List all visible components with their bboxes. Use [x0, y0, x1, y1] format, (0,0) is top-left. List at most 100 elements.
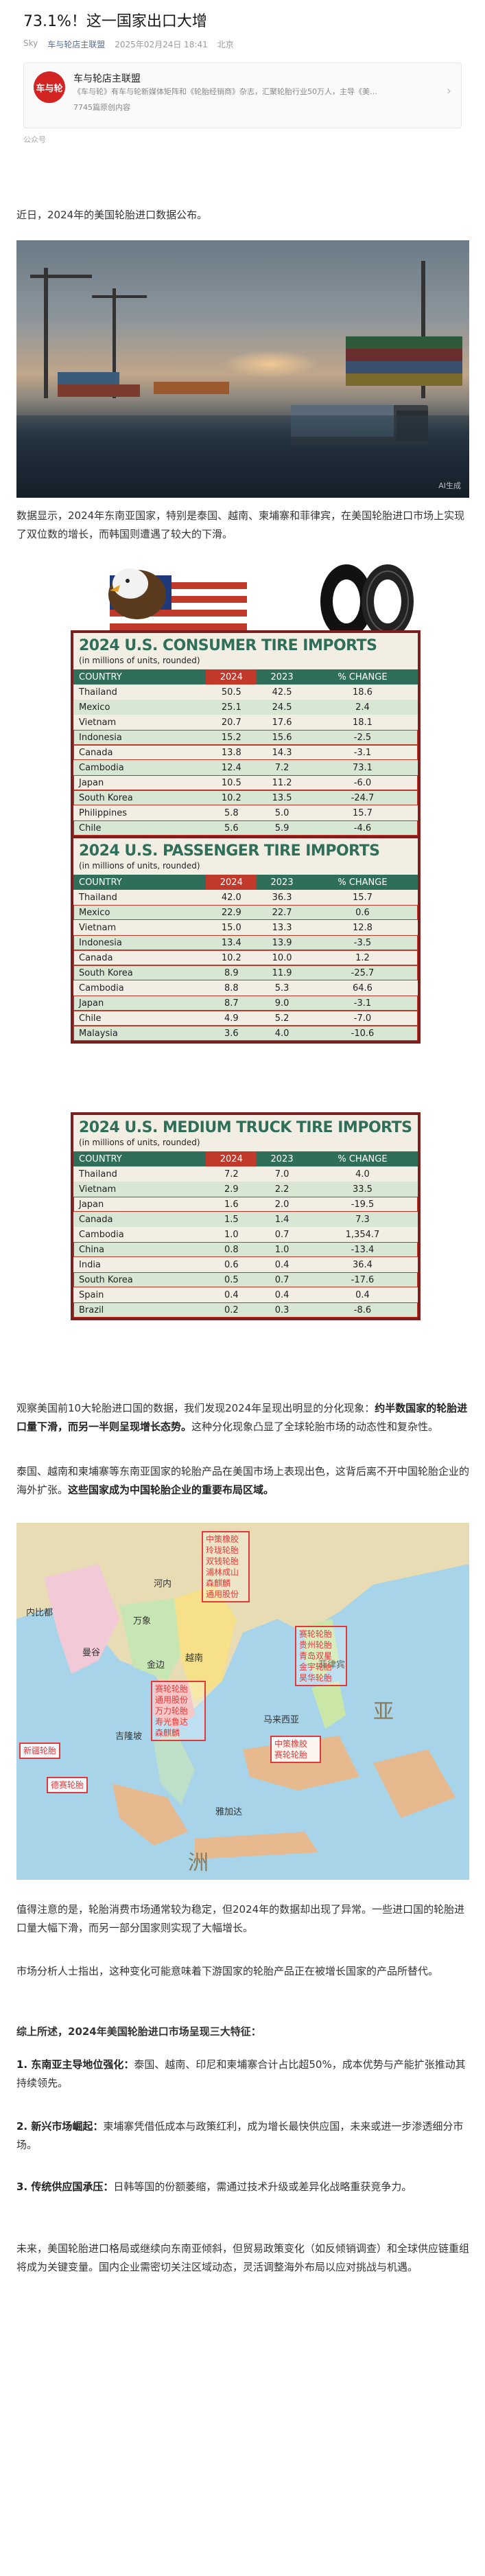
table-row: Indonesia 15.2 15.6 -2.5 [73, 730, 418, 745]
table-cell: -6.0 [307, 775, 418, 790]
table-row: Spain 0.4 0.4 0.4 [73, 1287, 418, 1302]
table-cell: 14.3 [257, 745, 307, 760]
table-cell: 2.4 [307, 700, 418, 715]
table-cell: -17.6 [307, 1272, 418, 1287]
table-cell: 11.2 [257, 775, 307, 790]
table-cell: 1.4 [257, 1212, 307, 1227]
table-cell: -24.7 [307, 790, 418, 805]
map-label: 金边 [147, 1660, 165, 1670]
table-cell: 17.6 [257, 715, 307, 730]
feature-point: 3. 传统供应国承压：日韩等国的份额萎缩，需通过技术升级或差异化战略重获竞争力。 [16, 2178, 469, 2196]
table-cell: 13.9 [257, 935, 307, 950]
table-cell: -2.5 [307, 730, 418, 745]
table-cell: 0.7 [257, 1227, 307, 1242]
table-cell: 42.0 [206, 890, 257, 905]
table-cell: 4.0 [307, 1166, 418, 1182]
table-cell: 2.9 [206, 1182, 257, 1197]
table-cell: 15.0 [206, 920, 257, 935]
table-cell: 4.0 [257, 1026, 307, 1041]
table-cell: Canada [73, 1212, 206, 1227]
table-cell: Japan [73, 1197, 206, 1212]
map-label: 雅加达 [215, 1807, 243, 1817]
table-cell: 5.6 [206, 820, 257, 836]
table-cell: 25.1 [206, 700, 257, 715]
table-title: 2024 U.S. CONSUMER TIRE IMPORTS [73, 633, 418, 656]
table-cell: 0.2 [206, 1302, 257, 1318]
table-row: Cambodia 1.0 0.7 1,354.7 [73, 1227, 418, 1242]
feature-point-text: 柬埔寨凭借低成本与政策红利，成为增长最快供应国，未来或进一步渗透细分市场。 [16, 2120, 464, 2151]
map-label: 曼谷 [82, 1648, 101, 1658]
table-row: Mexico 25.1 24.5 2.4 [73, 700, 418, 715]
table-cell: 8.7 [206, 996, 257, 1011]
table-cell: 50.5 [206, 685, 257, 700]
account-card[interactable]: 车与轮 车与轮店主联盟 《车与轮》有车与轮新媒体矩阵和《轮胎经销商》杂志，汇聚轮… [23, 62, 462, 128]
table-cell: 7.2 [257, 760, 307, 775]
company-annotation-box: 德赛轮胎 [47, 1777, 88, 1793]
account-logo: 车与轮 [34, 71, 65, 103]
table-row: Malaysia 3.6 4.0 -10.6 [73, 1026, 418, 1041]
analysis-paragraph: 值得注意的是，轮胎消费市场通常较为稳定，但2024年的数据却出现了异常。一些进口… [16, 1903, 465, 1934]
table-cell: 33.5 [307, 1182, 418, 1197]
hero-image: AI生成 [16, 240, 469, 498]
table-cell: 0.6 [307, 905, 418, 920]
table-cell: 15.2 [206, 730, 257, 745]
table-cell: Mexico [73, 700, 206, 715]
publish-location: 北京 [217, 40, 234, 49]
table-cell: 13.4 [206, 935, 257, 950]
map-label: 吉隆坡 [115, 1732, 143, 1742]
table-cell: 1.6 [206, 1197, 257, 1212]
table-cell: Canada [73, 950, 206, 965]
table-cell: 18.1 [307, 715, 418, 730]
table-cell: -19.5 [307, 1197, 418, 1212]
table-cell: Cambodia [73, 760, 206, 775]
table-cell: 0.3 [257, 1302, 307, 1318]
column-header: 2024 [206, 875, 257, 890]
table-cell: 5.0 [257, 805, 307, 820]
data-paragraph: 数据显示，2024年东南亚国家，特别是泰国、越南、柬埔寨和菲律宾，在美国轮胎进口… [16, 509, 465, 540]
table-subtitle: (in millions of units, rounded) [79, 861, 200, 871]
image-watermark: AI生成 [438, 481, 461, 490]
map-label: 马来西亚 [263, 1715, 300, 1725]
table-cell: -3.5 [307, 935, 418, 950]
consumer-tire-imports-table: 2024 U.S. CONSUMER TIRE IMPORTS (in mill… [71, 630, 421, 838]
table-cell: Brazil [73, 1302, 206, 1318]
table-cell: 5.3 [257, 980, 307, 996]
table-cell: 24.5 [257, 700, 307, 715]
table-row: Canada 10.2 10.0 1.2 [73, 950, 418, 965]
table-cell: South Korea [73, 1272, 206, 1287]
column-header: % CHANGE [307, 669, 418, 685]
article-header: 73.1%！这一国家出口大增 Sky 车与轮店主联盟 2025年02月24日 1… [0, 0, 485, 50]
table-row: Chile 5.6 5.9 -4.6 [73, 820, 418, 836]
closing-paragraph: 未来，美国轮胎进口格局或继续向东南亚倾斜，但贸易政策变化（如反倾销调查）和全球供… [16, 2242, 470, 2273]
table-cell: 1,354.7 [307, 1227, 418, 1242]
intro-paragraph: 近日，2024年的美国轮胎进口数据公布。 [16, 209, 208, 221]
table-row: China 0.8 1.0 -13.4 [73, 1242, 418, 1257]
passenger-tire-imports-table: 2024 U.S. PASSENGER TIRE IMPORTS (in mil… [71, 836, 421, 1044]
source-link[interactable]: 车与轮店主联盟 [47, 40, 106, 49]
map-land-shapes [16, 1523, 469, 1859]
table-cell: -8.6 [307, 1302, 418, 1318]
table-cell: 5.8 [206, 805, 257, 820]
map-label: 河内 [154, 1579, 172, 1589]
feature-point-heading: 2. 新兴市场崛起： [16, 2120, 104, 2132]
table-row: Japan 1.6 2.0 -19.5 [73, 1197, 418, 1212]
table-cell: 12.8 [307, 920, 418, 935]
table-cell: Malaysia [73, 1026, 206, 1041]
table-row: Mexico 22.9 22.7 0.6 [73, 905, 418, 920]
table-cell: 11.9 [257, 965, 307, 980]
table-cell: 0.7 [257, 1272, 307, 1287]
table-cell: Vietnam [73, 920, 206, 935]
map-label: 越南 [185, 1653, 204, 1664]
table-row: Vietnam 2.9 2.2 33.5 [73, 1182, 418, 1197]
table-cell: Japan [73, 996, 206, 1011]
table-cell: Thailand [73, 1166, 206, 1182]
table-cell: Cambodia [73, 980, 206, 996]
table-cell: 7.2 [206, 1166, 257, 1182]
table-cell: 15.6 [257, 730, 307, 745]
table-cell: 5.9 [257, 820, 307, 836]
table-cell: 0.6 [206, 1257, 257, 1272]
column-header: COUNTRY [73, 1151, 206, 1166]
table-row: India 0.6 0.4 36.4 [73, 1257, 418, 1272]
table-row: South Korea 0.5 0.7 -17.6 [73, 1272, 418, 1287]
